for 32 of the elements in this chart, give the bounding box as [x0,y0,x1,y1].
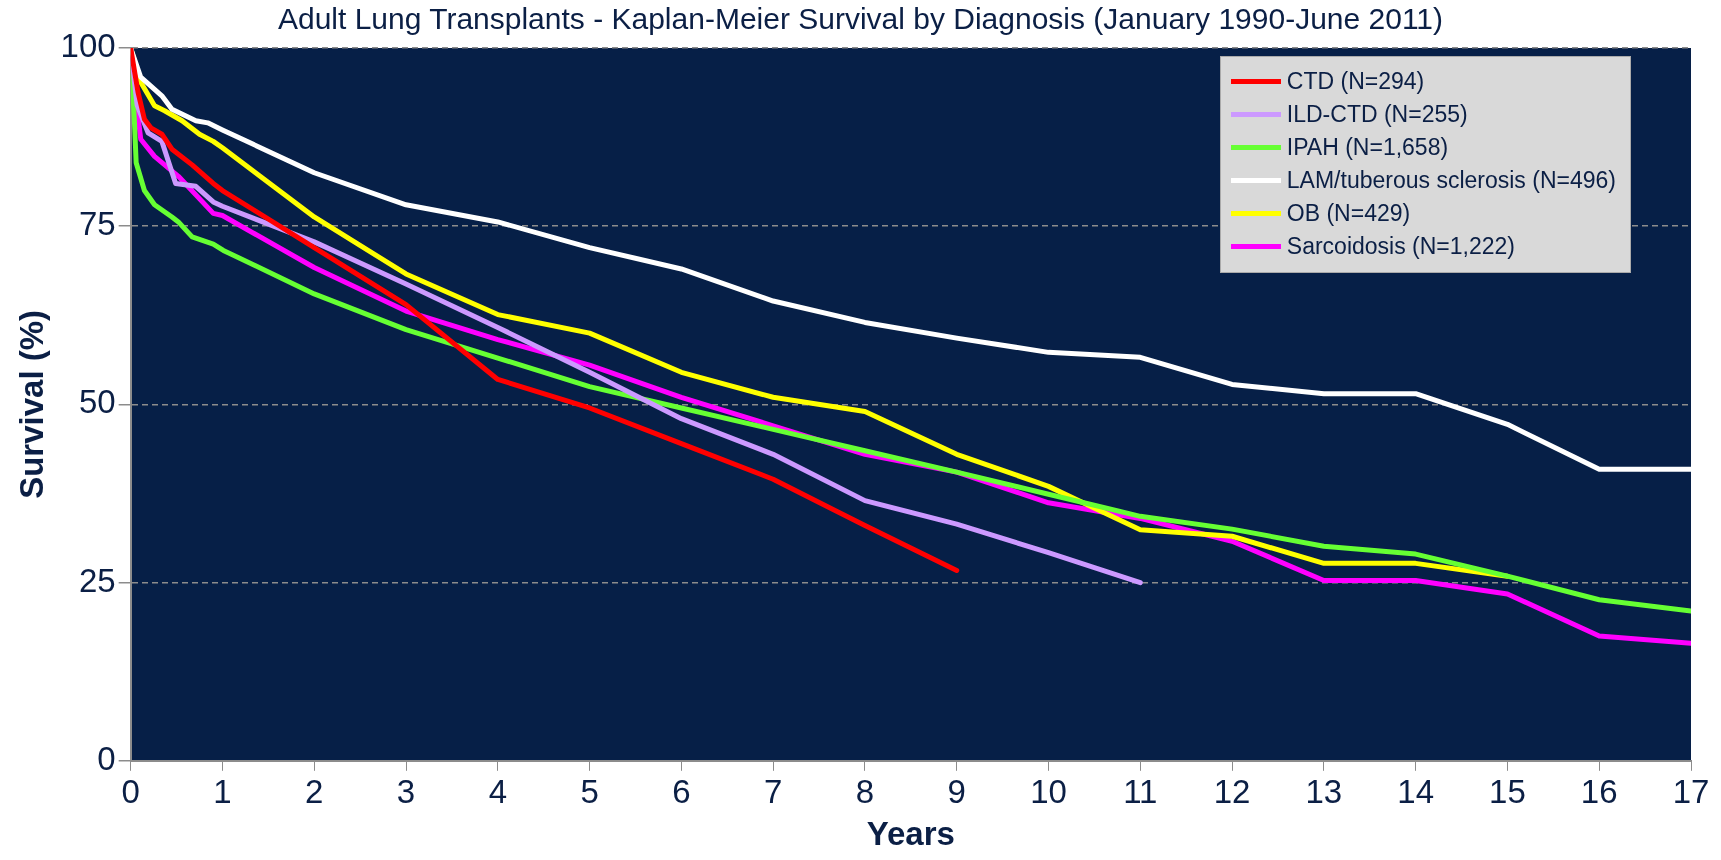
legend-label: IPAH (N=1,658) [1286,133,1449,162]
x-tick-label: 7 [763,772,783,810]
x-tick-label: 17 [1672,772,1710,810]
x-tick-label: 12 [1213,772,1251,810]
x-tick-label: 9 [947,772,966,810]
y-axis-title: Survival (%) [12,309,50,499]
legend-label: Sarcoidosis (N=1,222) [1286,232,1516,261]
x-tick-label: 14 [1397,772,1435,810]
x-tick-label: 3 [396,772,416,810]
x-tick-label: 15 [1489,772,1526,810]
x-tick-label: 4 [488,772,507,810]
y-tick-label: 0 [97,739,116,777]
chart-title: Adult Lung Transplants - Kaplan-Meier Survival by Diagnosis (January 1990-June 2011) [277,2,1444,35]
x-tick-label: 5 [580,772,599,810]
x-tick-label: 10 [1030,772,1067,810]
x-tick-label: 16 [1580,772,1618,810]
x-tick-label: 1 [213,772,232,810]
y-tick-label: 75 [78,205,116,243]
x-tick-label: 0 [121,772,140,810]
x-tick-label: 2 [305,772,324,810]
legend-label: CTD (N=294) [1286,67,1425,96]
y-tick-label: 100 [60,27,116,65]
x-tick-label: 13 [1305,772,1343,810]
x-tick-label: 11 [1123,772,1158,810]
legend-label: OB (N=429) [1286,199,1411,228]
y-tick-label: 25 [78,561,116,599]
legend-label: LAM/tuberous sclerosis (N=496) [1286,166,1616,195]
x-tick-label: 6 [672,772,691,810]
x-tick-label: 8 [855,772,875,810]
y-tick-label: 50 [78,383,116,421]
legend-label: ILD-CTD (N=255) [1286,100,1468,129]
x-axis-title: Years [866,815,955,853]
